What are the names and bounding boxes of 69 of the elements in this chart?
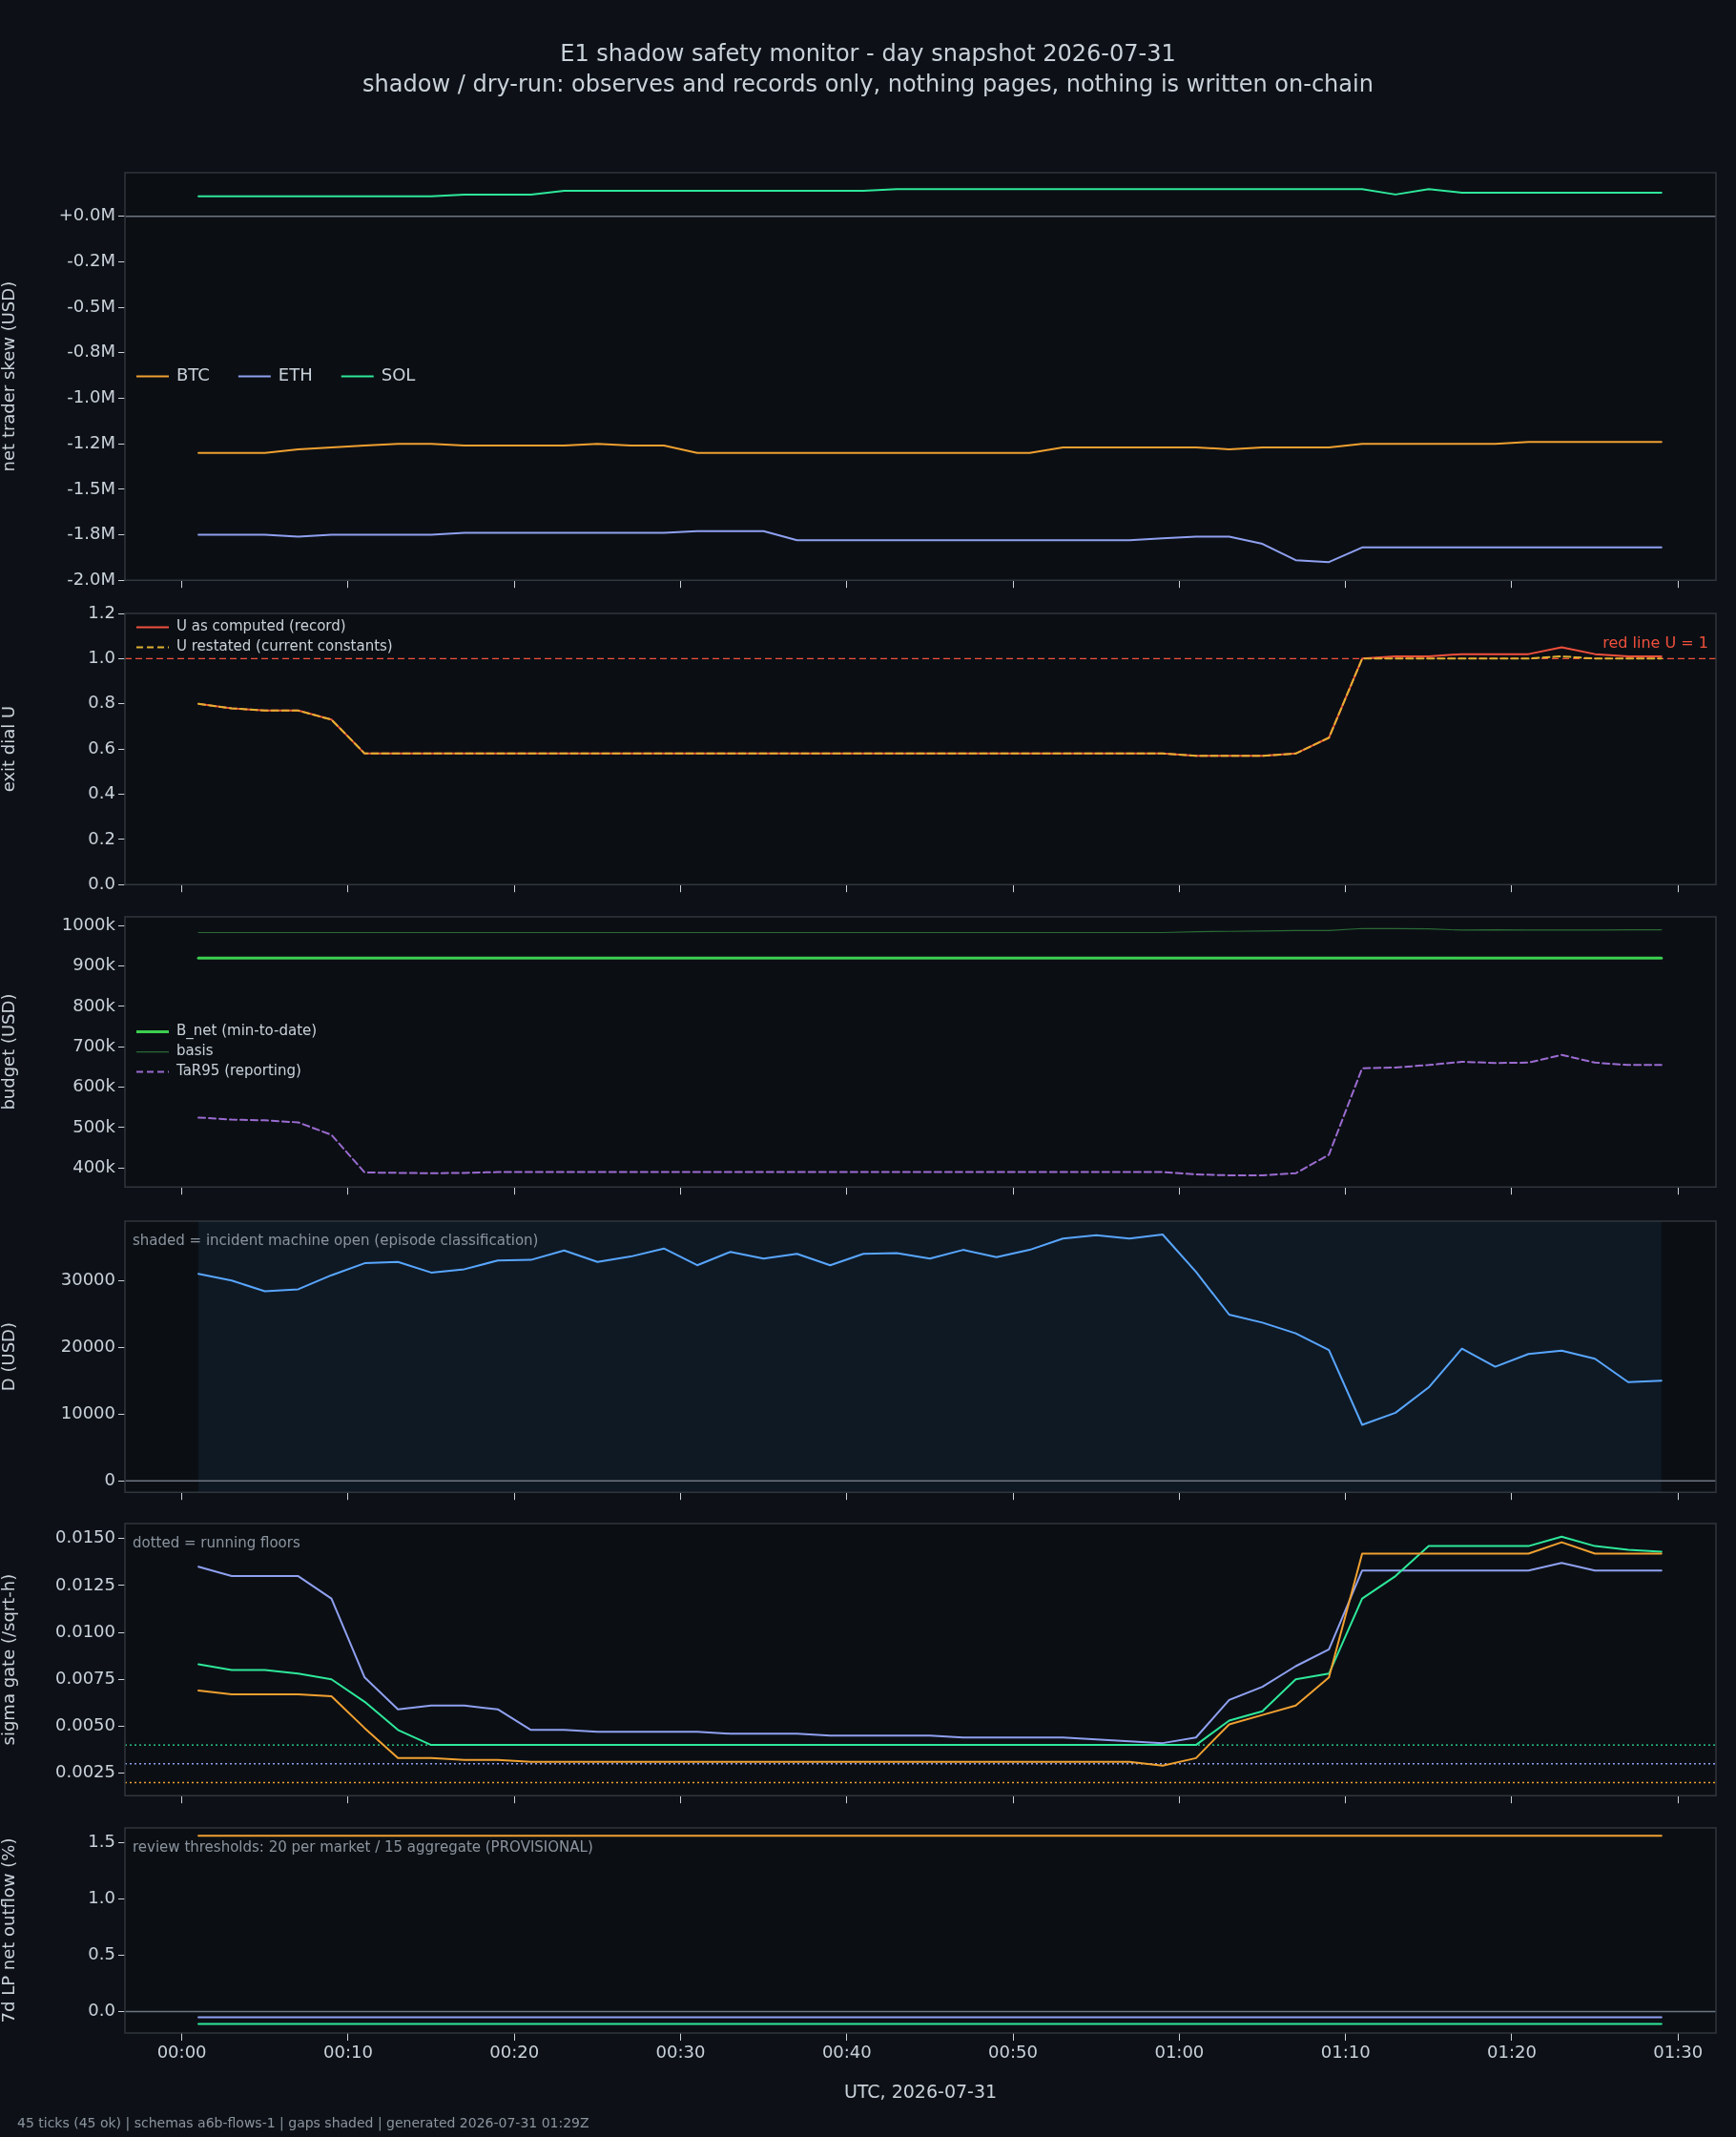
y-tick-label: 0.4 — [88, 782, 115, 803]
x-tick-label: 00:00 — [156, 2042, 207, 2063]
y-tick-label: 1.5 — [88, 1831, 115, 1852]
y-tick-label: 400k — [72, 1155, 116, 1176]
y-tick-label: 900k — [72, 954, 116, 975]
y-tick-label: 10000 — [60, 1401, 115, 1422]
y-tick-label: -1.5M — [67, 477, 115, 498]
legend-label: U as computed (record) — [176, 617, 346, 635]
x-tick-label: 01:20 — [1486, 2042, 1537, 2063]
legend-label: BTC — [176, 364, 210, 385]
y-tick-label: -2.0M — [67, 568, 115, 589]
y-tick-label: -0.8M — [67, 341, 115, 362]
y-tick-label: -1.2M — [67, 431, 115, 452]
y-tick-label: 700k — [72, 1034, 116, 1055]
y-tick-label: 800k — [72, 994, 116, 1015]
x-tick-label: 00:10 — [323, 2042, 373, 2063]
y-tick-label: 0.0 — [88, 2000, 115, 2021]
x-tick-label: 00:40 — [821, 2042, 872, 2063]
y-axis-title: exit dial U — [0, 705, 19, 793]
y-tick-label: 0.0075 — [55, 1667, 115, 1688]
y-tick-label: 0.0025 — [55, 1761, 115, 1782]
y-tick-label: 1000k — [61, 913, 116, 934]
y-axis-title: sigma gate (/sqrt-h) — [0, 1573, 19, 1746]
y-tick-label: 0.6 — [88, 737, 115, 757]
y-axis-title: D (USD) — [0, 1322, 19, 1392]
y-tick-label: -1.8M — [67, 523, 115, 544]
y-tick-label: 1.2 — [88, 601, 115, 622]
y-tick-label: 0.5 — [88, 1943, 115, 1964]
y-axis-title: net trader skew (USD) — [0, 280, 19, 472]
x-tick-label: 00:30 — [655, 2042, 706, 2063]
y-tick-label: -1.0M — [67, 386, 115, 407]
band-label: shaded = incident machine open (episode classification) — [133, 1232, 539, 1250]
y-tick-label: -0.5M — [67, 295, 115, 316]
y-tick-label: 0.2 — [88, 827, 115, 848]
y-tick-label: 20000 — [60, 1335, 115, 1356]
y-axis-title: budget (USD) — [0, 993, 19, 1110]
y-tick-label: 0 — [104, 1468, 115, 1489]
legend-label: basis — [176, 1042, 214, 1060]
x-tick-label: 00:20 — [489, 2042, 540, 2063]
x-tick-label: 01:10 — [1320, 2042, 1371, 2063]
legend-label: U restated (current constants) — [176, 637, 393, 655]
x-tick-label: 01:30 — [1653, 2042, 1704, 2063]
x-tick-label: 00:50 — [988, 2042, 1038, 2063]
y-tick-label: +0.0M — [58, 204, 115, 225]
y-tick-label: 1.0 — [88, 1887, 115, 1908]
y-tick-label: 0.0 — [88, 872, 115, 893]
y-tick-label: 1.0 — [88, 647, 115, 668]
legend-label: TaR95 (reporting) — [176, 1062, 301, 1080]
y-tick-label: 0.0125 — [55, 1573, 115, 1594]
legend-label: SOL — [381, 364, 416, 385]
ref-line-label: red line U = 1 — [1602, 633, 1708, 652]
legend-label: ETH — [278, 364, 313, 385]
chart-title: E1 shadow safety monitor - day snapshot 2026-07-31 — [559, 40, 1177, 67]
y-tick-label: -0.2M — [67, 250, 115, 271]
y-tick-label: 0.0150 — [55, 1526, 115, 1547]
y-tick-label: 0.8 — [88, 692, 115, 713]
y-tick-label: 600k — [72, 1075, 116, 1096]
y-tick-label: 0.0100 — [55, 1620, 115, 1641]
x-tick-label: 01:00 — [1154, 2042, 1205, 2063]
y-axis-title: 7d LP net outflow (%) — [0, 1837, 19, 2023]
text: 45 ticks (45 ok) | schemas a6b-flows-1 | gaps shaded | generated 2026-07-31 01:29Z — [17, 2115, 589, 2130]
y-tick-label: 30000 — [60, 1268, 115, 1289]
chart-subtitle: shadow / dry-run: observes and records only, nothing pages, nothing is written on-chain — [362, 71, 1374, 97]
y-tick-label: 0.0050 — [55, 1714, 115, 1735]
annotation: dotted = running floors — [133, 1534, 300, 1552]
annotation: review thresholds: 20 per market / 15 aggregate (PROVISIONAL) — [133, 1838, 593, 1857]
legend-label: B_net (min-to-date) — [176, 1022, 318, 1041]
x-axis-title: UTC, 2026-07-31 — [843, 2080, 998, 2102]
y-tick-label: 500k — [72, 1115, 116, 1136]
